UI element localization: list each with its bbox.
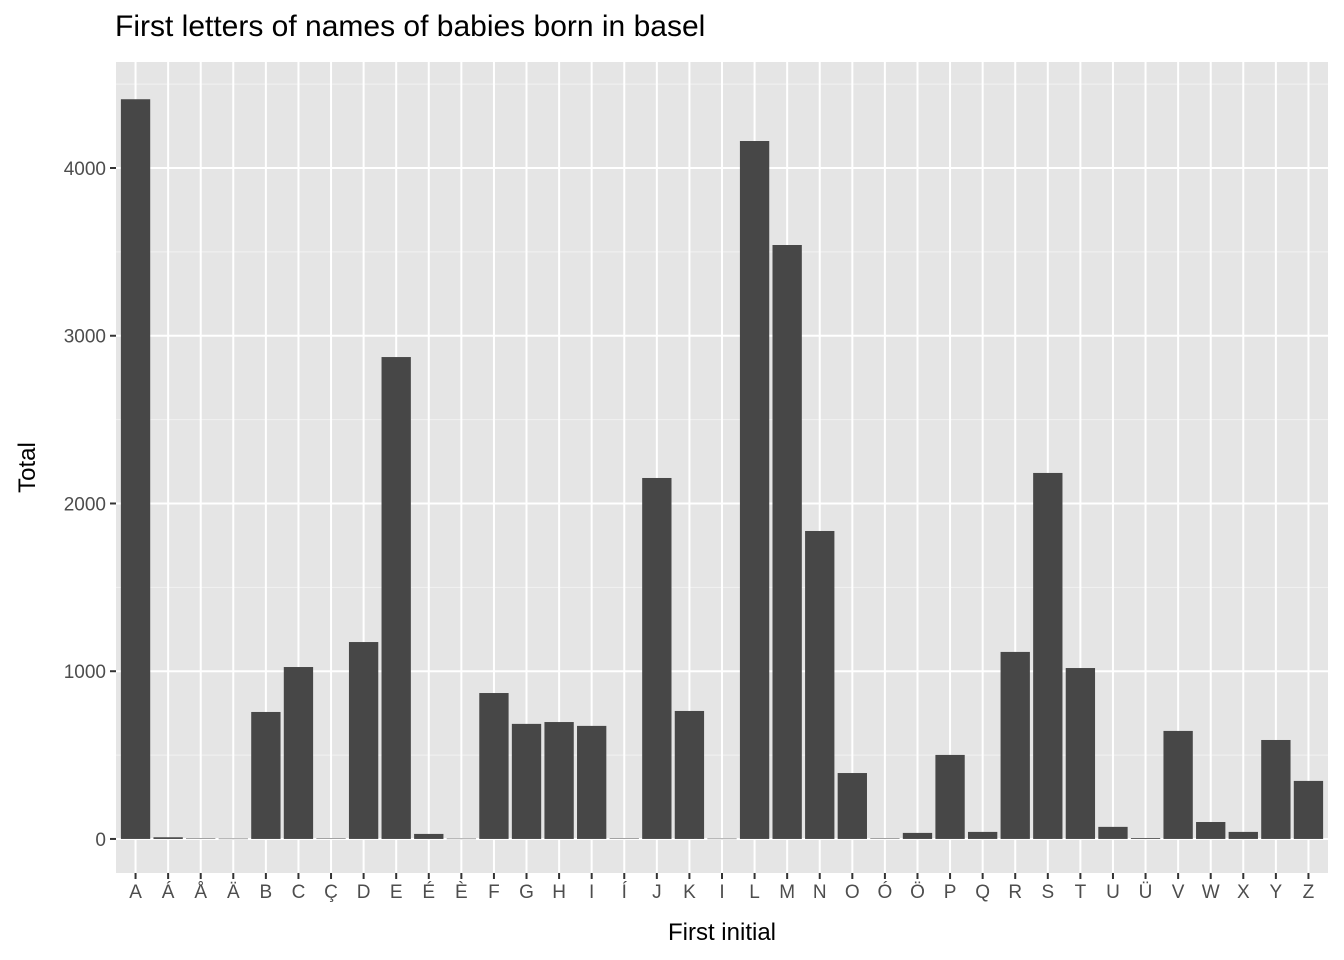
x-tick-label: É <box>422 882 435 903</box>
x-tick-label: D <box>357 882 371 903</box>
x-tick-label: X <box>1237 882 1250 903</box>
x-tick-label: Á <box>162 882 175 903</box>
x-tick-label: G <box>519 882 534 903</box>
y-tick-label: 1000 <box>64 662 106 683</box>
x-tick-label: Ö <box>910 882 925 903</box>
bar-32 <box>1163 730 1193 839</box>
x-tick-label: J <box>652 882 662 903</box>
y-tick-label: 4000 <box>64 159 106 180</box>
x-tick-label: È <box>455 882 468 903</box>
x-tick-label: I <box>719 882 724 903</box>
bar-33 <box>1196 822 1226 839</box>
y-tick-label: 0 <box>95 830 106 851</box>
bar-19 <box>739 141 770 839</box>
bar-0 <box>120 99 151 839</box>
x-tick-label: M <box>779 882 795 903</box>
x-tick-label: V <box>1172 882 1185 903</box>
bar-4 <box>251 711 281 839</box>
x-tick-label: A <box>129 882 142 903</box>
bar-6 <box>316 838 346 839</box>
x-tick-label: P <box>944 882 957 903</box>
x-tick-label: L <box>749 882 760 903</box>
bar-27 <box>1000 651 1030 839</box>
bar-15 <box>609 838 639 839</box>
y-tick-label: 2000 <box>64 494 106 515</box>
x-tick-label: H <box>552 882 566 903</box>
bar-34 <box>1228 831 1258 839</box>
bar-30 <box>1098 826 1128 839</box>
y-axis-label: Total <box>14 442 41 493</box>
x-tick-label: F <box>488 882 500 903</box>
bar-29 <box>1065 668 1096 839</box>
bar-35 <box>1261 739 1291 839</box>
bar-36 <box>1293 780 1324 839</box>
bar-7 <box>348 642 379 839</box>
y-tick-label: 3000 <box>64 327 106 348</box>
x-tick-label: E <box>390 882 403 903</box>
bar-5 <box>283 667 314 839</box>
chart-title: First letters of names of babies born in… <box>115 10 706 43</box>
x-tick-label: N <box>813 882 827 903</box>
x-tick-label: I <box>589 882 594 903</box>
x-tick-label: Q <box>975 882 990 903</box>
x-tick-label: Z <box>1303 882 1315 903</box>
bar-13 <box>544 722 574 839</box>
x-tick-label: O <box>845 882 860 903</box>
x-tick-label: C <box>292 882 306 903</box>
bar-22 <box>837 773 867 839</box>
x-axis-label: First initial <box>668 919 776 946</box>
bar-3 <box>218 838 248 840</box>
bar-9 <box>414 833 444 839</box>
bar-16 <box>642 477 672 839</box>
x-tick-label: Ä <box>227 882 240 903</box>
x-tick-label: B <box>260 882 273 903</box>
x-tick-label: R <box>1008 882 1022 903</box>
bar-20 <box>772 244 802 839</box>
bar-10 <box>446 838 477 840</box>
bar-24 <box>902 832 933 839</box>
x-tick-label: U <box>1106 882 1120 903</box>
bar-31 <box>1130 838 1161 839</box>
bar-17 <box>674 710 705 839</box>
bar-12 <box>511 723 542 839</box>
bar-14 <box>577 725 607 839</box>
bar-18 <box>707 838 737 840</box>
x-tick-label: Ü <box>1139 882 1153 903</box>
x-tick-label: W <box>1202 882 1220 903</box>
x-tick-label: Y <box>1270 882 1283 903</box>
x-tick-label: Å <box>194 882 207 903</box>
bar-21 <box>805 530 835 839</box>
x-tick-label: T <box>1075 882 1087 903</box>
x-tick-label: Ç <box>324 882 338 903</box>
bar-28 <box>1033 472 1063 839</box>
bar-2 <box>186 838 216 839</box>
x-tick-label: S <box>1041 882 1054 903</box>
bar-23 <box>870 838 900 839</box>
bar-1 <box>153 837 183 839</box>
bar-8 <box>381 357 411 839</box>
x-tick-label: Í <box>622 882 628 903</box>
bar-26 <box>967 831 998 839</box>
x-tick-label: Ó <box>878 881 893 903</box>
bar-11 <box>479 693 509 839</box>
x-tick-label: K <box>683 882 696 903</box>
bar-25 <box>935 754 965 839</box>
